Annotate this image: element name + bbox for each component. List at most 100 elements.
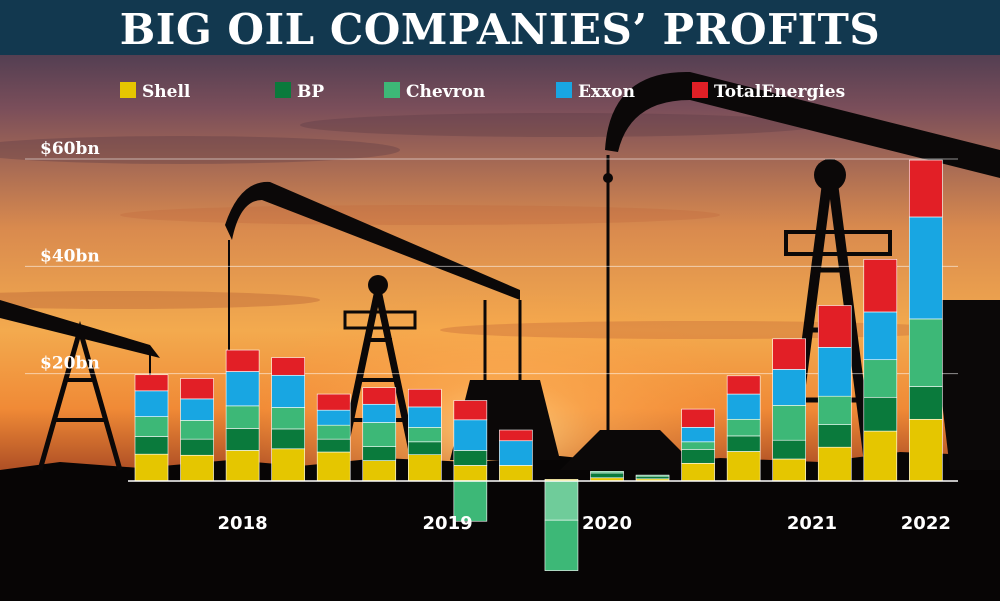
bar-chevron-q13: [681, 441, 715, 450]
bar-bp-q4: [271, 428, 305, 450]
bar-totalenergies-q8: [453, 400, 488, 421]
bar-shell-q4: [271, 448, 305, 482]
bar-chevron-q14: [726, 418, 761, 437]
legend-label-shell: Shell: [142, 82, 191, 102]
bar-chevron-q17: [863, 359, 898, 398]
bar-bp-q18: [909, 386, 943, 420]
legend-label-exxon: Exxon: [578, 82, 635, 102]
y-tick-label: $40bn: [40, 246, 100, 266]
bar-chevron-q12: [635, 474, 670, 477]
legend-label-totalenergies: TotalEnergies: [714, 82, 845, 102]
year-label-2022: 2022: [901, 513, 951, 534]
year-label-2018: 2018: [218, 513, 268, 534]
bar-totalenergies-q5: [316, 393, 351, 411]
y-tick-label: $20bn: [40, 354, 100, 374]
legend-swatch-shell: [120, 82, 136, 98]
bar-bp-q2: [180, 438, 214, 456]
bar-bp-q11: [590, 472, 624, 479]
bar-totalenergies-q4: [271, 357, 305, 376]
legend-swatch-totalenergies: [692, 82, 708, 98]
bar-totalenergies-q18: [909, 159, 943, 218]
bar-chevron-q16: [817, 395, 852, 425]
bar-bp-q5: [316, 438, 351, 453]
bar-totalenergies-q2: [180, 378, 214, 400]
bar-chevron-q8: [453, 480, 488, 522]
bar-shell-q2: [180, 454, 214, 482]
legend-swatch-bp: [275, 82, 291, 98]
bar-chevron-q10: [544, 519, 579, 571]
bar-shell-q18: [909, 418, 943, 482]
year-label-2019: 2019: [423, 513, 473, 534]
bar-chevron-q4: [271, 407, 305, 430]
bar-totalenergies-q14: [726, 375, 761, 395]
bar-exxon-q16: [817, 347, 852, 397]
bar-shell-q13: [681, 462, 715, 482]
bar-exxon-q15: [772, 369, 807, 406]
bar-exxon-q3: [225, 371, 260, 407]
bar-bp-q14: [726, 435, 761, 452]
bar-shell-q17: [863, 430, 898, 482]
bar-bp-q8: [453, 450, 488, 466]
bar-exxon-q6: [362, 403, 397, 423]
bar-bp-q15: [772, 439, 807, 460]
bar-chevron-q6: [362, 422, 397, 447]
legend-label-chevron: Chevron: [406, 82, 485, 102]
bars: [134, 159, 943, 571]
bar-totalenergies-q9: [499, 429, 533, 442]
bar-bp-q13: [681, 449, 715, 464]
chart-title: BIG OIL COMPANIES’ PROFITS: [120, 5, 880, 54]
bar-shell-q15: [772, 458, 807, 482]
year-label-2021: 2021: [787, 513, 837, 534]
year-label-2020: 2020: [582, 513, 632, 534]
bar-exxon-q14: [726, 393, 761, 420]
bar-exxon-q13: [681, 427, 715, 443]
x-axis-year-labels: 2018 2019 2020 2021 2022: [218, 513, 951, 534]
bar-totalenergies-q1: [134, 374, 169, 392]
bar-bp-q12: [635, 475, 670, 480]
bar-shell-q8: [453, 465, 488, 482]
bar-shell-q16: [817, 446, 852, 482]
bar-bp-q6: [362, 446, 397, 461]
bar-totalenergies-q3: [225, 349, 260, 372]
bar-bp-q16: [817, 424, 852, 448]
bar-exxon-q8: [453, 419, 488, 451]
bar-shell-q6: [362, 460, 397, 482]
bar-exxon-q4: [271, 374, 305, 408]
bar-totalenergies-q7: [407, 388, 442, 408]
legend-label-bp: BP: [297, 82, 324, 102]
bar-shell-q5: [316, 451, 351, 482]
bar-exxon-q5: [316, 409, 351, 426]
legend-swatch-chevron: [384, 82, 400, 98]
bar-shell-q7: [407, 454, 442, 482]
bar-exxon-q2: [180, 398, 214, 421]
bar-exxon-q18: [909, 216, 943, 320]
bar-bp-q7: [407, 441, 442, 456]
y-tick-label: $60bn: [40, 139, 100, 159]
bar-chevron-q5: [316, 424, 351, 440]
bar-totalenergies-q13: [681, 408, 715, 428]
bar-exxon-q17: [863, 311, 898, 361]
bar-shell-q14: [726, 451, 761, 482]
bar-chevron-q2: [180, 420, 214, 440]
bar-exxon-q9: [499, 440, 533, 466]
bar-chevron-q7: [407, 427, 442, 443]
bar-bp-q10: [544, 480, 579, 521]
bar-chevron-q3: [225, 405, 260, 429]
bar-chevron-q1: [134, 416, 169, 437]
bar-chevron-q18: [909, 318, 943, 387]
bar-shell-q3: [225, 450, 260, 482]
title-banner: [0, 0, 1000, 55]
bar-totalenergies-q6: [362, 387, 397, 405]
bar-exxon-q1: [134, 390, 169, 417]
bar-shell-q9: [499, 465, 533, 482]
bar-totalenergies-q17: [863, 259, 898, 313]
ground-silhouette: [0, 452, 1000, 601]
bar-chevron-q11: [590, 471, 624, 474]
y-axis-ticks: $20bn $40bn $60bn: [40, 139, 100, 374]
legend: Shell BP Chevron Exxon TotalEnergies: [120, 82, 845, 102]
bar-chevron-q15: [772, 405, 807, 441]
legend-swatch-exxon: [556, 82, 572, 98]
bar-bp-q3: [225, 428, 260, 451]
